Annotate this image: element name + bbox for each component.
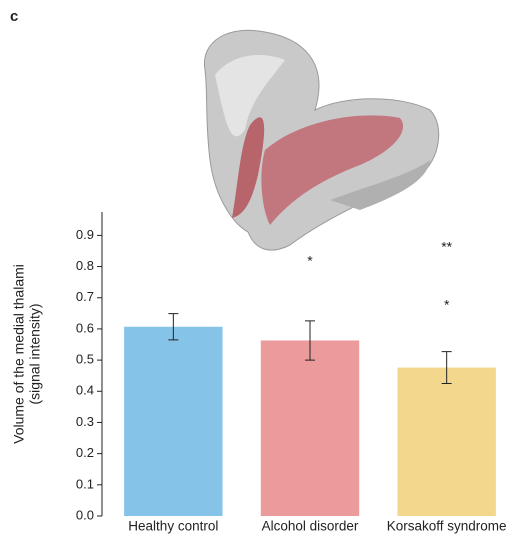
x-tick-label: Healthy control [128, 519, 218, 534]
panel-label: c [10, 8, 18, 25]
y-tick-label: 0.5 [76, 352, 94, 367]
y-tick-label: 0.2 [76, 445, 94, 460]
x-tick-label: Korsakoff syndrome [387, 519, 507, 534]
y-tick-label: 0.8 [76, 258, 94, 273]
page: c 0.0 0.1 0.2 0.3 0.4 0.5 0.6 0.7 0.8 0.9 Volume o… [0, 0, 517, 536]
y-tick-label: 0.7 [76, 289, 94, 304]
bar [261, 340, 359, 516]
chart: c 0.0 0.1 0.2 0.3 0.4 0.5 0.6 0.7 0.8 0.9 Volume o… [0, 0, 517, 536]
y-tick-label: 0.6 [76, 320, 94, 335]
y-tick-label: 0.0 [76, 507, 94, 522]
significance-marker: * [307, 253, 313, 269]
y-tick-label: 0.4 [76, 383, 94, 398]
y-tick-label: 0.3 [76, 414, 94, 429]
significance-marker: * [444, 297, 450, 313]
bar [397, 368, 495, 516]
y-axis-label: (signal intensity) [27, 303, 43, 404]
y-tick-label: 0.9 [76, 227, 94, 242]
brain-render [204, 30, 438, 250]
y-tick-label: 0.1 [76, 476, 94, 491]
bar [124, 327, 222, 516]
y-axis-label: Volume of the medial thalami [11, 264, 27, 444]
significance-marker: ** [441, 239, 452, 255]
x-tick-label: Alcohol disorder [262, 519, 359, 534]
